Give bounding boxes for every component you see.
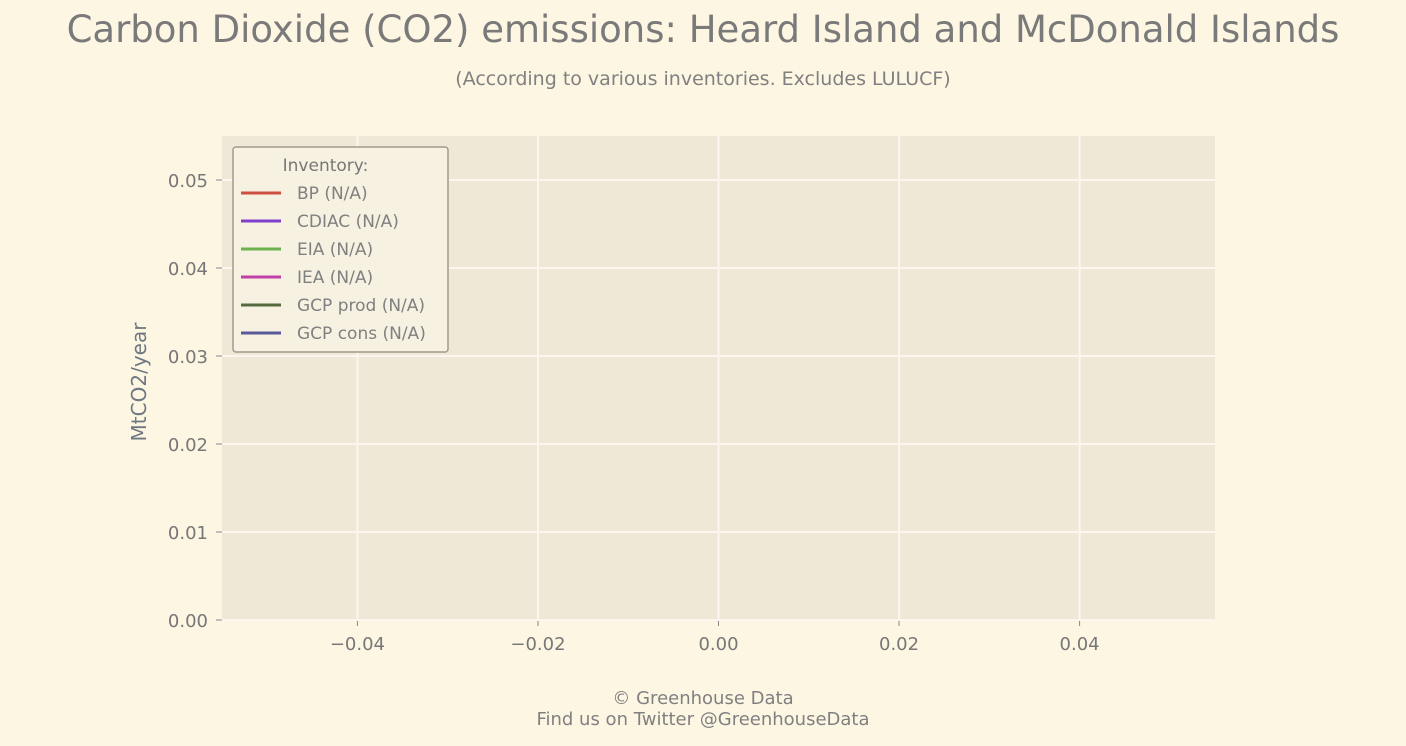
legend-label: BP (N/A) xyxy=(297,184,368,204)
legend-box xyxy=(232,146,449,353)
y-tick-label: 0.03 xyxy=(168,347,208,368)
legend-label: GCP prod (N/A) xyxy=(297,296,425,316)
legend-label: CDIAC (N/A) xyxy=(297,212,399,232)
legend-label: GCP cons (N/A) xyxy=(297,324,426,344)
x-tick-label: 0.02 xyxy=(879,634,919,655)
footer-copyright: © Greenhouse Data xyxy=(612,688,794,709)
y-tick-label: 0.05 xyxy=(168,171,208,192)
y-axis-label: MtCO2/year xyxy=(127,322,151,442)
legend-label: EIA (N/A) xyxy=(297,240,373,260)
x-tick-label: −0.02 xyxy=(510,634,565,655)
x-tick-label: 0.04 xyxy=(1060,634,1100,655)
legend-label: IEA (N/A) xyxy=(297,268,373,288)
chart-subtitle: (According to various inventories. Exclu… xyxy=(455,68,951,90)
x-tick-label: 0.00 xyxy=(698,634,738,655)
chart-title: Carbon Dioxide (CO2) emissions: Heard Is… xyxy=(66,8,1340,51)
footer-twitter: Find us on Twitter @GreenhouseData xyxy=(536,709,870,730)
x-tick-label: −0.04 xyxy=(330,634,385,655)
legend-title: Inventory: xyxy=(283,156,369,176)
y-tick-label: 0.00 xyxy=(168,611,208,632)
y-tick-label: 0.02 xyxy=(168,435,208,456)
y-tick-label: 0.01 xyxy=(168,523,208,544)
y-tick-label: 0.04 xyxy=(168,259,208,280)
